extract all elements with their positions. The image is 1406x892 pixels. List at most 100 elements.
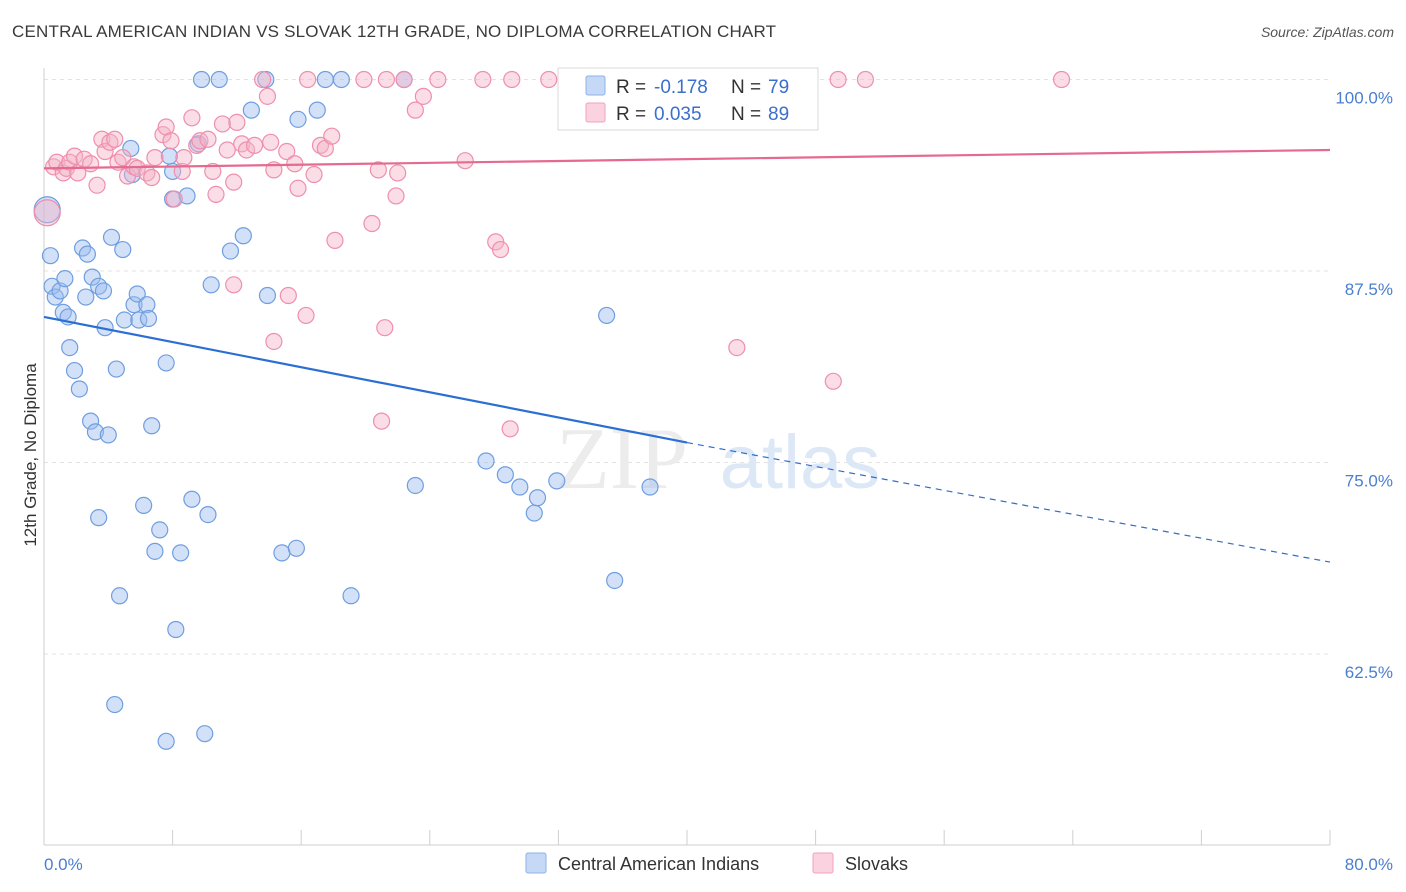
point-slovaks — [369, 161, 387, 179]
stats-n-value-1: 79 — [768, 77, 789, 98]
point-central-american-indians — [242, 101, 260, 119]
point-central-american-indians — [99, 426, 117, 444]
point-slovaks — [326, 231, 344, 249]
legend-label-slovaks: Slovaks — [845, 854, 908, 874]
point-central-american-indians — [102, 228, 121, 246]
point-central-american-indians — [107, 360, 125, 378]
stats-n-label-1: N = — [731, 77, 761, 98]
point-central-american-indians — [138, 296, 156, 314]
point-central-american-indians — [183, 490, 201, 508]
point-slovaks — [225, 173, 243, 191]
point-central-american-indians — [82, 412, 100, 430]
y-tick-label: 62.5% — [1345, 663, 1393, 682]
trend-line-central-american-indians — [43, 315, 688, 444]
point-central-american-indians — [110, 587, 129, 605]
point-slovaks — [48, 153, 66, 171]
point-central-american-indians — [128, 285, 146, 303]
point-slovaks — [377, 70, 395, 89]
point-central-american-indians — [273, 544, 291, 562]
point-central-american-indians — [548, 472, 566, 490]
stats-swatch-central-american-indians — [585, 75, 606, 96]
point-slovaks — [389, 164, 407, 182]
point-slovaks — [311, 136, 330, 154]
point-slovaks — [474, 70, 492, 89]
point-central-american-indians — [528, 489, 547, 507]
point-slovaks — [128, 159, 146, 177]
point-central-american-indians — [146, 542, 164, 560]
point-central-american-indians — [196, 725, 214, 743]
point-central-american-indians — [43, 277, 61, 295]
point-slovaks — [372, 412, 391, 430]
point-slovaks — [245, 136, 264, 154]
point-central-american-indians — [308, 101, 326, 119]
point-slovaks — [228, 113, 246, 131]
point-central-american-indians — [172, 544, 190, 562]
y-tick-label: 87.5% — [1345, 280, 1393, 299]
point-slovaks — [237, 141, 256, 159]
point-slovaks — [143, 168, 161, 187]
legend-swatch-central-american-indians — [525, 852, 547, 874]
point-central-american-indians — [160, 147, 178, 165]
point-slovaks — [33, 199, 61, 227]
point-slovaks — [138, 164, 156, 182]
stats-r-label-2: R = — [616, 104, 646, 125]
point-central-american-indians — [157, 732, 175, 750]
point-slovaks — [429, 70, 447, 89]
point-slovaks — [355, 70, 373, 89]
point-slovaks — [65, 147, 84, 165]
point-slovaks — [395, 70, 413, 89]
point-central-american-indians — [115, 311, 133, 329]
stats-r-value-2: 0.035 — [654, 104, 702, 125]
y-tick-label: 100.0% — [1335, 89, 1393, 108]
point-central-american-indians — [641, 478, 659, 496]
point-central-american-indians — [94, 282, 113, 300]
point-slovaks — [106, 130, 124, 148]
point-central-american-indians — [83, 268, 101, 286]
data-points — [33, 70, 1071, 750]
point-slovaks — [96, 142, 114, 161]
stats-n-label-2: N = — [731, 104, 761, 125]
point-slovaks — [1052, 70, 1071, 89]
point-central-american-indians — [289, 110, 307, 128]
point-central-american-indians — [199, 505, 217, 524]
point-central-american-indians — [77, 288, 95, 306]
point-slovaks — [45, 158, 63, 176]
point-central-american-indians — [477, 452, 495, 470]
point-central-american-indians — [192, 70, 211, 89]
point-slovaks — [824, 372, 842, 390]
point-central-american-indians — [606, 571, 624, 590]
y-tick-labels: 100.0% 87.5% 75.0% 62.5% — [1335, 89, 1393, 683]
point-central-american-indians — [56, 270, 74, 288]
point-slovaks — [856, 70, 875, 89]
point-central-american-indians — [70, 380, 88, 398]
point-slovaks — [297, 306, 315, 325]
legend-label-central-american-indians: Central American Indians — [558, 854, 759, 874]
point-central-american-indians — [90, 277, 108, 295]
point-slovaks — [289, 179, 307, 197]
point-slovaks — [540, 70, 558, 89]
point-central-american-indians — [151, 521, 169, 539]
point-central-american-indians — [125, 296, 143, 314]
stats-box: R = -0.178 N = 79 R = 0.035 N = 89 — [557, 67, 819, 131]
point-slovaks — [162, 132, 180, 150]
point-slovaks — [829, 70, 847, 89]
point-central-american-indians — [41, 247, 60, 265]
point-central-american-indians — [65, 361, 84, 380]
point-slovaks — [278, 142, 296, 161]
point-central-american-indians — [90, 509, 108, 527]
point-slovaks — [501, 420, 519, 438]
point-slovaks — [225, 276, 243, 294]
y-axis-label: 12th Grade, No Diploma — [21, 363, 40, 547]
point-slovaks — [207, 185, 225, 203]
point-central-american-indians — [511, 478, 529, 496]
point-slovaks — [213, 115, 232, 133]
x-tick-label-min: 0.0% — [44, 855, 83, 874]
chart-title: CENTRAL AMERICAN INDIAN VS SLOVAK 12TH G… — [12, 22, 777, 41]
point-slovaks — [183, 109, 201, 127]
stats-n-value-2: 89 — [768, 104, 789, 125]
point-central-american-indians — [316, 70, 334, 89]
point-central-american-indians — [139, 309, 158, 328]
point-slovaks — [387, 187, 405, 205]
source-credit: Source: ZipAtlas.com — [1260, 24, 1394, 40]
stats-r-value-1: -0.178 — [654, 77, 708, 98]
